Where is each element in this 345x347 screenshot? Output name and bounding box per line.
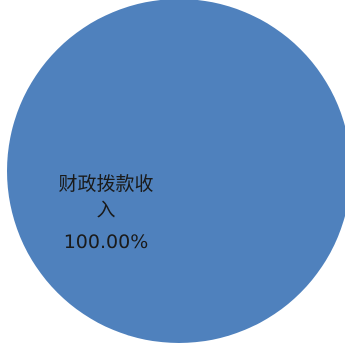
slice-label-line2: 入 <box>96 199 115 221</box>
slice-value-label: 100.00% <box>64 231 149 253</box>
pie-slice-0 <box>7 0 345 343</box>
slice-label-line1: 财政拨款收 <box>58 173 153 195</box>
